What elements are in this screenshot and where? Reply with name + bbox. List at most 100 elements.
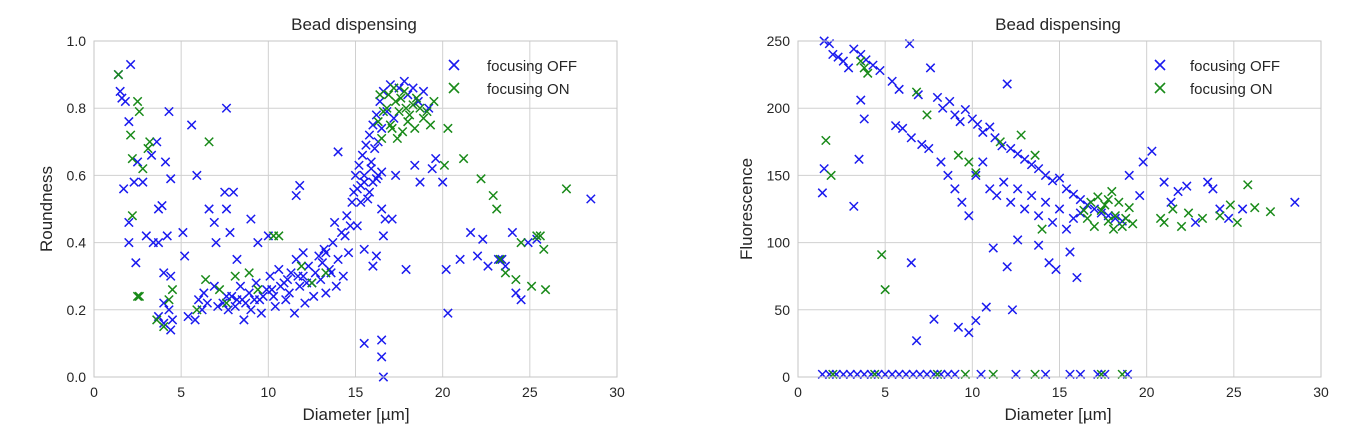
data-point xyxy=(350,170,361,181)
data-point xyxy=(321,288,331,298)
data-point xyxy=(1061,224,1072,234)
data-point xyxy=(1019,154,1030,165)
x-tick-label: 20 xyxy=(435,384,451,400)
data-point xyxy=(880,284,890,295)
data-point xyxy=(331,281,342,292)
data-point xyxy=(1237,204,1248,214)
data-point xyxy=(408,83,418,93)
data-point xyxy=(328,237,338,248)
data-point xyxy=(246,305,256,315)
data-point xyxy=(427,163,437,174)
data-point xyxy=(401,103,411,113)
data-point xyxy=(376,204,387,214)
legend-label-on: focusing ON xyxy=(1190,81,1273,98)
data-point xyxy=(1215,204,1225,214)
y-tick-label: 0.6 xyxy=(67,167,87,183)
data-point xyxy=(275,281,286,292)
x-tick-label: 10 xyxy=(965,384,981,400)
data-point xyxy=(193,294,204,305)
data-point xyxy=(380,214,390,224)
data-point xyxy=(430,153,441,164)
data-point xyxy=(319,244,329,255)
data-point xyxy=(586,194,596,204)
data-point xyxy=(500,268,511,278)
data-point xyxy=(244,288,254,298)
data-point xyxy=(132,96,143,107)
y-tick-label: 0.2 xyxy=(67,302,87,318)
legend-marker-off xyxy=(448,59,460,71)
data-point xyxy=(497,254,507,265)
data-point xyxy=(300,298,310,308)
data-point xyxy=(232,254,242,265)
x-tick-label: 5 xyxy=(881,384,889,400)
data-point xyxy=(410,123,420,134)
y-tick-label: 150 xyxy=(767,167,791,183)
data-point xyxy=(1197,213,1208,224)
data-point xyxy=(399,76,410,87)
data-point xyxy=(911,87,922,97)
data-point xyxy=(523,237,533,248)
data-point xyxy=(371,110,382,120)
data-point xyxy=(455,254,465,265)
data-point xyxy=(964,210,974,221)
data-point xyxy=(394,106,404,117)
data-point xyxy=(246,214,256,224)
data-point xyxy=(164,294,174,305)
data-point xyxy=(1033,210,1044,221)
data-point xyxy=(221,103,232,113)
data-point xyxy=(235,281,246,292)
data-point xyxy=(483,261,493,271)
data-point xyxy=(1107,186,1117,197)
data-point xyxy=(239,315,249,325)
data-point xyxy=(404,110,415,120)
data-point xyxy=(906,133,917,143)
data-point xyxy=(960,104,971,115)
data-point xyxy=(397,126,408,137)
data-point xyxy=(230,271,240,281)
data-point xyxy=(357,150,368,160)
data-point xyxy=(153,237,164,248)
data-point xyxy=(1012,149,1023,159)
data-point xyxy=(162,231,172,241)
y-tick-label: 0 xyxy=(782,369,790,385)
legend-marker-off xyxy=(1154,59,1166,71)
data-point xyxy=(340,231,350,241)
data-point xyxy=(1026,159,1037,170)
data-point xyxy=(1068,189,1079,199)
data-point xyxy=(1026,190,1037,201)
data-point xyxy=(124,116,134,127)
data-point xyxy=(244,268,254,278)
data-point xyxy=(253,237,263,248)
legend-label-off: focusing OFF xyxy=(1190,58,1280,75)
data-point xyxy=(1005,143,1016,154)
data-point xyxy=(1265,206,1276,217)
data-point xyxy=(223,305,233,315)
data-point xyxy=(338,271,349,281)
data-point xyxy=(1182,181,1192,191)
data-point xyxy=(371,251,382,261)
data-point xyxy=(368,261,378,271)
data-point xyxy=(1012,184,1023,194)
data-point xyxy=(408,100,418,110)
data-point xyxy=(202,298,213,308)
data-point xyxy=(826,170,836,181)
data-point xyxy=(401,264,411,275)
data-point xyxy=(127,153,138,164)
data-point xyxy=(868,60,878,70)
data-point xyxy=(376,133,387,144)
data-point xyxy=(371,174,382,184)
data-point xyxy=(443,123,453,134)
data-point xyxy=(296,261,307,271)
data-point xyxy=(347,197,357,208)
data-point xyxy=(1040,197,1051,208)
data-point xyxy=(1037,224,1047,234)
data-point xyxy=(167,284,178,295)
chart-title: Bead dispensing xyxy=(995,15,1121,34)
data-point xyxy=(488,190,498,201)
data-point xyxy=(971,315,981,326)
data-point xyxy=(159,298,169,308)
data-point xyxy=(828,49,838,60)
data-point xyxy=(293,271,303,281)
data-point xyxy=(178,227,188,238)
data-point xyxy=(843,63,854,73)
